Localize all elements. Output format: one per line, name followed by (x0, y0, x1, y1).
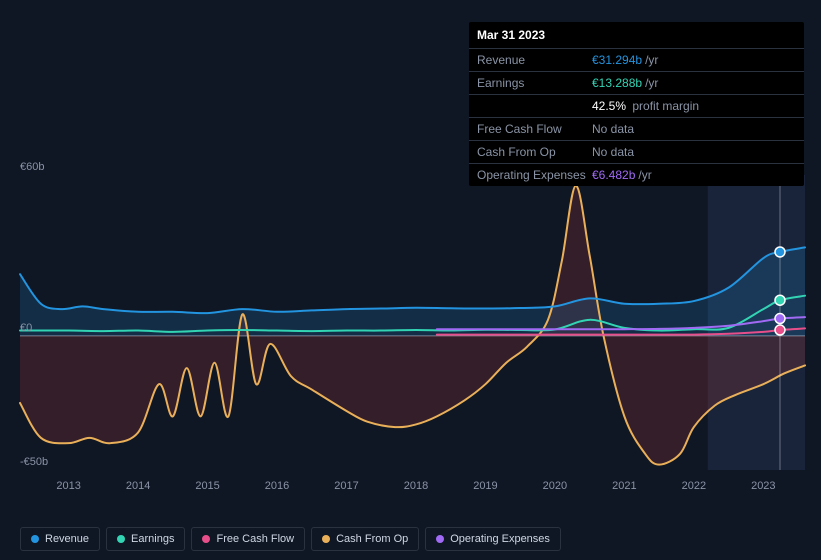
tooltip-row-value: €13.288b (592, 76, 642, 90)
legend-label: Earnings (131, 533, 174, 545)
tooltip-row-value-wrap: €31.294b/yr (592, 53, 658, 67)
tooltip-row: 42.5% profit margin (469, 95, 804, 118)
tooltip-row-unit: /yr (645, 53, 658, 67)
y-axis-label: €0 (20, 322, 32, 334)
x-axis-label: 2017 (334, 480, 358, 492)
x-axis-label: 2015 (195, 480, 219, 492)
legend-item-earnings[interactable]: Earnings (106, 527, 185, 551)
tooltip-row-label: Earnings (477, 76, 592, 90)
legend-dot-icon (117, 535, 125, 543)
tooltip-row-value: No data (592, 122, 634, 136)
chart-tooltip: Mar 31 2023 Revenue€31.294b/yrEarnings€1… (469, 22, 804, 186)
tooltip-row-unit: /yr (638, 168, 651, 182)
tooltip-row-value-wrap: No data (592, 145, 634, 159)
tooltip-row-unit: /yr (645, 76, 658, 90)
legend-item-free_cash_flow[interactable]: Free Cash Flow (191, 527, 305, 551)
chart-legend: Revenue Earnings Free Cash Flow Cash From O… (20, 527, 561, 551)
tooltip-row: Earnings€13.288b/yr (469, 72, 804, 95)
legend-item-revenue[interactable]: Revenue (20, 527, 100, 551)
tooltip-row-label: Revenue (477, 53, 592, 67)
tooltip-row: Revenue€31.294b/yr (469, 49, 804, 72)
tooltip-row-value-wrap: €13.288b/yr (592, 76, 658, 90)
tooltip-row-value-wrap: 42.5% profit margin (592, 99, 699, 113)
legend-label: Free Cash Flow (216, 533, 294, 545)
x-axis-label: 2016 (265, 480, 289, 492)
tooltip-row-label: Operating Expenses (477, 168, 592, 182)
x-axis-label: 2022 (682, 480, 706, 492)
legend-dot-icon (322, 535, 330, 543)
legend-label: Revenue (45, 533, 89, 545)
x-axis-label: 2023 (751, 480, 775, 492)
legend-dot-icon (31, 535, 39, 543)
tooltip-row-value-wrap: €6.482b/yr (592, 168, 652, 182)
tooltip-row: Cash From OpNo data (469, 141, 804, 164)
tooltip-row-value: 42.5% (592, 99, 626, 113)
legend-label: Operating Expenses (450, 533, 550, 545)
x-axis-label: 2021 (612, 480, 636, 492)
tooltip-row-label (477, 99, 592, 113)
x-axis-label: 2013 (56, 480, 80, 492)
tooltip-date: Mar 31 2023 (469, 22, 804, 49)
y-axis-label: €60b (20, 161, 44, 173)
legend-item-cash_from_op[interactable]: Cash From Op (311, 527, 419, 551)
x-axis-label: 2014 (126, 480, 150, 492)
x-axis-label: 2019 (473, 480, 497, 492)
legend-dot-icon (202, 535, 210, 543)
tooltip-row: Operating Expenses€6.482b/yr (469, 164, 804, 186)
tooltip-row-value: €31.294b (592, 53, 642, 67)
x-axis-label: 2018 (404, 480, 428, 492)
tooltip-row-label: Free Cash Flow (477, 122, 592, 136)
tooltip-row-value-wrap: No data (592, 122, 634, 136)
tooltip-rows: Revenue€31.294b/yrEarnings€13.288b/yr42.… (469, 49, 804, 186)
tooltip-row-sub: profit margin (629, 99, 699, 113)
y-axis-label: -€50b (20, 456, 48, 468)
legend-dot-icon (436, 535, 444, 543)
legend-label: Cash From Op (336, 533, 408, 545)
tooltip-row: Free Cash FlowNo data (469, 118, 804, 141)
legend-item-operating_expenses[interactable]: Operating Expenses (425, 527, 561, 551)
x-axis-label: 2020 (543, 480, 567, 492)
tooltip-row-value: No data (592, 145, 634, 159)
tooltip-row-value: €6.482b (592, 168, 635, 182)
tooltip-row-label: Cash From Op (477, 145, 592, 159)
